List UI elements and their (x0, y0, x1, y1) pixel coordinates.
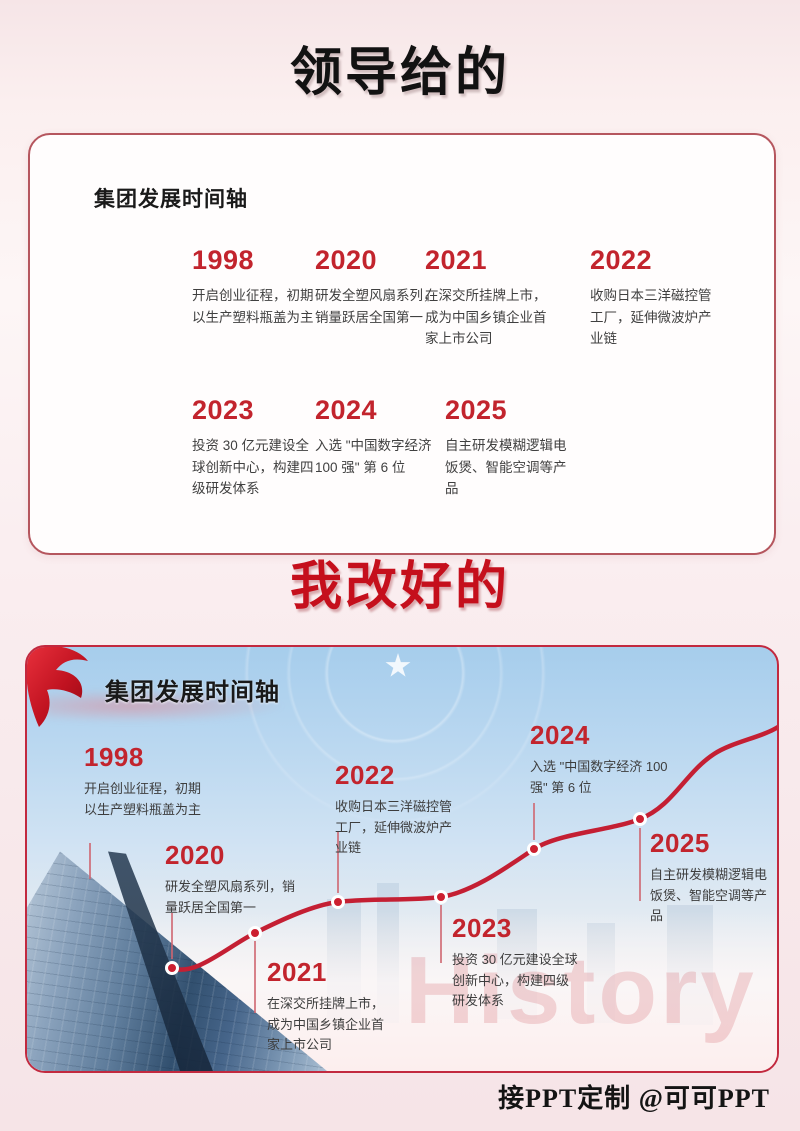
timeline-item-2020: 2020 研发全塑风扇系列，销量跃居全国第一 (165, 842, 297, 918)
timeline-item-2022: 2022 收购日本三洋磁控管工厂，延伸微波炉产业链 (590, 247, 712, 350)
year-label: 2024 (315, 395, 378, 425)
ribbon-icon (27, 647, 88, 727)
year-label: 1998 (192, 245, 255, 275)
year-desc: 自主研发模糊逻辑电饭煲、智能空调等产品 (650, 867, 768, 924)
year-label: 2022 (335, 760, 395, 790)
year-desc: 自主研发模糊逻辑电饭煲、智能空调等产品 (445, 438, 567, 497)
timeline-heading: 集团发展时间轴 (105, 679, 280, 706)
year-label: 1998 (84, 742, 144, 772)
year-label: 2020 (315, 245, 378, 275)
year-desc: 研发全塑风扇系列，销量跃居全国第一 (165, 879, 296, 915)
year-desc: 研发全塑风扇系列，销量跃居全国第一 (315, 288, 437, 325)
ribbon-glow (47, 689, 287, 723)
year-label: 2023 (192, 395, 255, 425)
curve-dot-2022 (331, 895, 345, 909)
before-slide-card: 集团发展时间轴 1998 开启创业征程，初期以生产塑料瓶盖为主 2020 研发全… (28, 133, 776, 555)
timeline-item-2024: 2024 入选 "中国数字经济 100 强" 第 6 位 (315, 397, 453, 478)
curve-dot-2021 (248, 926, 262, 940)
timeline-item-2023: 2023 投资 30 亿元建设全球创新中心，构建四级研发体系 (452, 915, 580, 1012)
year-label: 2022 (590, 245, 653, 275)
page-title-before: 领导给的 (289, 45, 510, 102)
growth-curve-chart (89, 724, 777, 1013)
year-desc: 投资 30 亿元建设全球创新中心，构建四级研发体系 (452, 952, 578, 1009)
timeline-item-2023: 2023 投资 30 亿元建设全球创新中心，构建四级研发体系 (192, 397, 314, 500)
timeline-item-2022: 2022 收购日本三洋磁控管工厂，延伸微波炉产业链 (335, 762, 459, 859)
year-label: 2021 (425, 245, 488, 275)
footer-credit: 接PPT定制 @可可PPT (498, 1084, 770, 1113)
year-desc: 在深交所挂牌上市，成为中国乡镇企业首家上市公司 (267, 996, 385, 1053)
year-desc: 收购日本三洋磁控管工厂，延伸微波炉产业链 (335, 799, 453, 856)
year-desc: 在深交所挂牌上市，成为中国乡镇企业首家上市公司 (425, 288, 547, 347)
growth-curve (169, 724, 777, 972)
year-desc: 开启创业征程，初期以生产塑料瓶盖为主 (84, 781, 202, 817)
curve-dots (165, 812, 647, 975)
year-label: 2025 (445, 395, 508, 425)
timeline-item-2025: 2025 自主研发模糊逻辑电饭煲、智能空调等产品 (445, 397, 569, 500)
timeline-item-2025: 2025 自主研发模糊逻辑电饭煲、智能空调等产品 (650, 830, 776, 927)
year-desc: 入选 "中国数字经济 100 强" 第 6 位 (315, 438, 432, 475)
year-label: 2021 (267, 957, 327, 987)
page-title-after: 我改好的 (289, 559, 510, 616)
timeline-item-2020: 2020 研发全塑风扇系列，销量跃居全国第一 (315, 247, 443, 328)
curve-dot-2025 (633, 812, 647, 826)
year-label: 2024 (530, 720, 590, 750)
timeline-item-2024: 2024 入选 "中国数字经济 100 强" 第 6 位 (530, 722, 670, 798)
curve-dot-2024 (527, 842, 541, 856)
year-label: 2020 (165, 840, 225, 870)
curve-dot-2020 (165, 961, 179, 975)
year-desc: 入选 "中国数字经济 100 强" 第 6 位 (530, 759, 668, 795)
connector-lines (89, 803, 641, 1013)
timeline-heading: 集团发展时间轴 (94, 188, 248, 211)
timeline-item-2021: 2021 在深交所挂牌上市，成为中国乡镇企业首家上市公司 (425, 247, 553, 350)
watermark-history: History (405, 937, 757, 1044)
curve-dot-2023 (434, 890, 448, 904)
timeline-item-1998: 1998 开启创业征程，初期以生产塑料瓶盖为主 (84, 744, 210, 820)
after-slide-card: History (25, 645, 779, 1073)
year-label: 2023 (452, 913, 512, 943)
timeline-item-1998: 1998 开启创业征程，初期以生产塑料瓶盖为主 (192, 247, 314, 328)
year-desc: 开启创业征程，初期以生产塑料瓶盖为主 (192, 288, 314, 325)
timeline-item-2021: 2021 在深交所挂牌上市，成为中国乡镇企业首家上市公司 (267, 959, 393, 1056)
year-desc: 收购日本三洋磁控管工厂，延伸微波炉产业链 (590, 288, 712, 347)
year-label: 2025 (650, 828, 710, 858)
year-desc: 投资 30 亿元建设全球创新中心，构建四级研发体系 (192, 438, 314, 497)
